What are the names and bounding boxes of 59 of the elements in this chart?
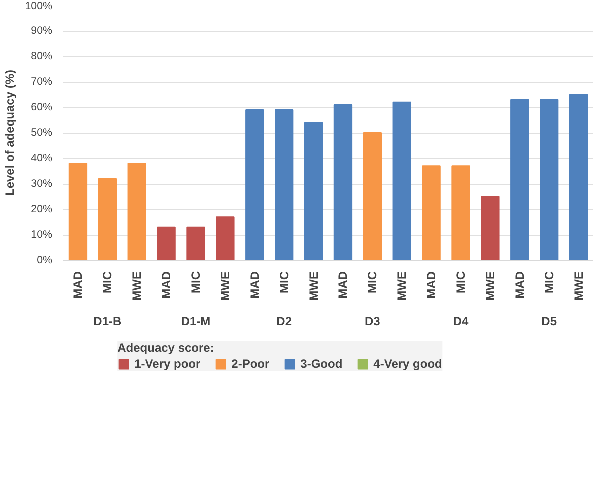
bar	[246, 110, 264, 260]
x-tick-label: MAD	[512, 271, 527, 299]
x-tick-label: MWE	[395, 272, 410, 301]
bar	[275, 110, 294, 260]
x-tick-label: MWE	[572, 272, 586, 301]
y-tick-label: 80%	[31, 50, 54, 62]
x-tick-label: MAD	[71, 271, 86, 299]
legend-label: 2-Poor	[232, 357, 270, 371]
text: D4	[453, 314, 469, 328]
y-tick-label: 20%	[31, 204, 54, 216]
x-tick-label: MIC	[366, 271, 380, 294]
x-tick-label: MWE	[130, 272, 144, 301]
bar	[334, 104, 353, 260]
text: D3	[364, 314, 381, 328]
text: D1-B	[94, 314, 122, 328]
bar	[422, 166, 441, 260]
x-tick-label: MAD	[248, 271, 262, 299]
y-tick-label: 70%	[31, 76, 54, 88]
legend-label: 1-Very poor	[134, 357, 201, 371]
bar	[68, 163, 88, 260]
x-tick-label: MIC	[189, 271, 203, 294]
y-tick-label: 10%	[31, 229, 54, 241]
x-tick-label: MAD	[336, 271, 350, 299]
y-tick-label: 0%	[37, 254, 54, 266]
text: D1-M	[181, 314, 211, 328]
legend-title: Adequacy score:	[118, 341, 216, 355]
bar	[569, 94, 588, 260]
bar	[98, 178, 117, 260]
y-tick-label: 90%	[31, 25, 54, 37]
bar	[510, 99, 530, 260]
legend-label: 3-Good	[300, 357, 343, 371]
x-tick-label: MIC	[542, 271, 556, 294]
legend-label: 4-Very good	[374, 357, 442, 371]
y-axis-title: Level of adequacy (%)	[3, 70, 18, 196]
bar	[304, 122, 324, 260]
text: D5	[542, 314, 558, 328]
y-tick-label: 40%	[31, 152, 54, 164]
x-tick-label: MWE	[306, 272, 321, 301]
x-tick-label: MAD	[160, 271, 174, 299]
y-tick-label: 50%	[31, 127, 54, 139]
bar	[452, 166, 470, 260]
text: D2	[276, 314, 292, 328]
y-tick-label: 100%	[25, 0, 54, 12]
bar	[540, 99, 559, 260]
bar	[481, 196, 500, 260]
bar	[216, 216, 235, 260]
y-tick-label: 60%	[31, 102, 54, 114]
x-tick-label: MIC	[100, 271, 115, 294]
x-tick-label: MAD	[424, 271, 439, 299]
y-tick-label: 30%	[31, 178, 54, 190]
bar	[128, 163, 146, 260]
x-tick-label: MIC	[454, 271, 468, 294]
x-tick-label: MWE	[218, 272, 232, 301]
bar	[186, 226, 206, 260]
bar	[363, 132, 382, 260]
x-tick-label: MIC	[277, 271, 292, 294]
bar	[157, 226, 176, 260]
x-tick-label: MWE	[483, 272, 498, 301]
bar	[392, 102, 412, 260]
